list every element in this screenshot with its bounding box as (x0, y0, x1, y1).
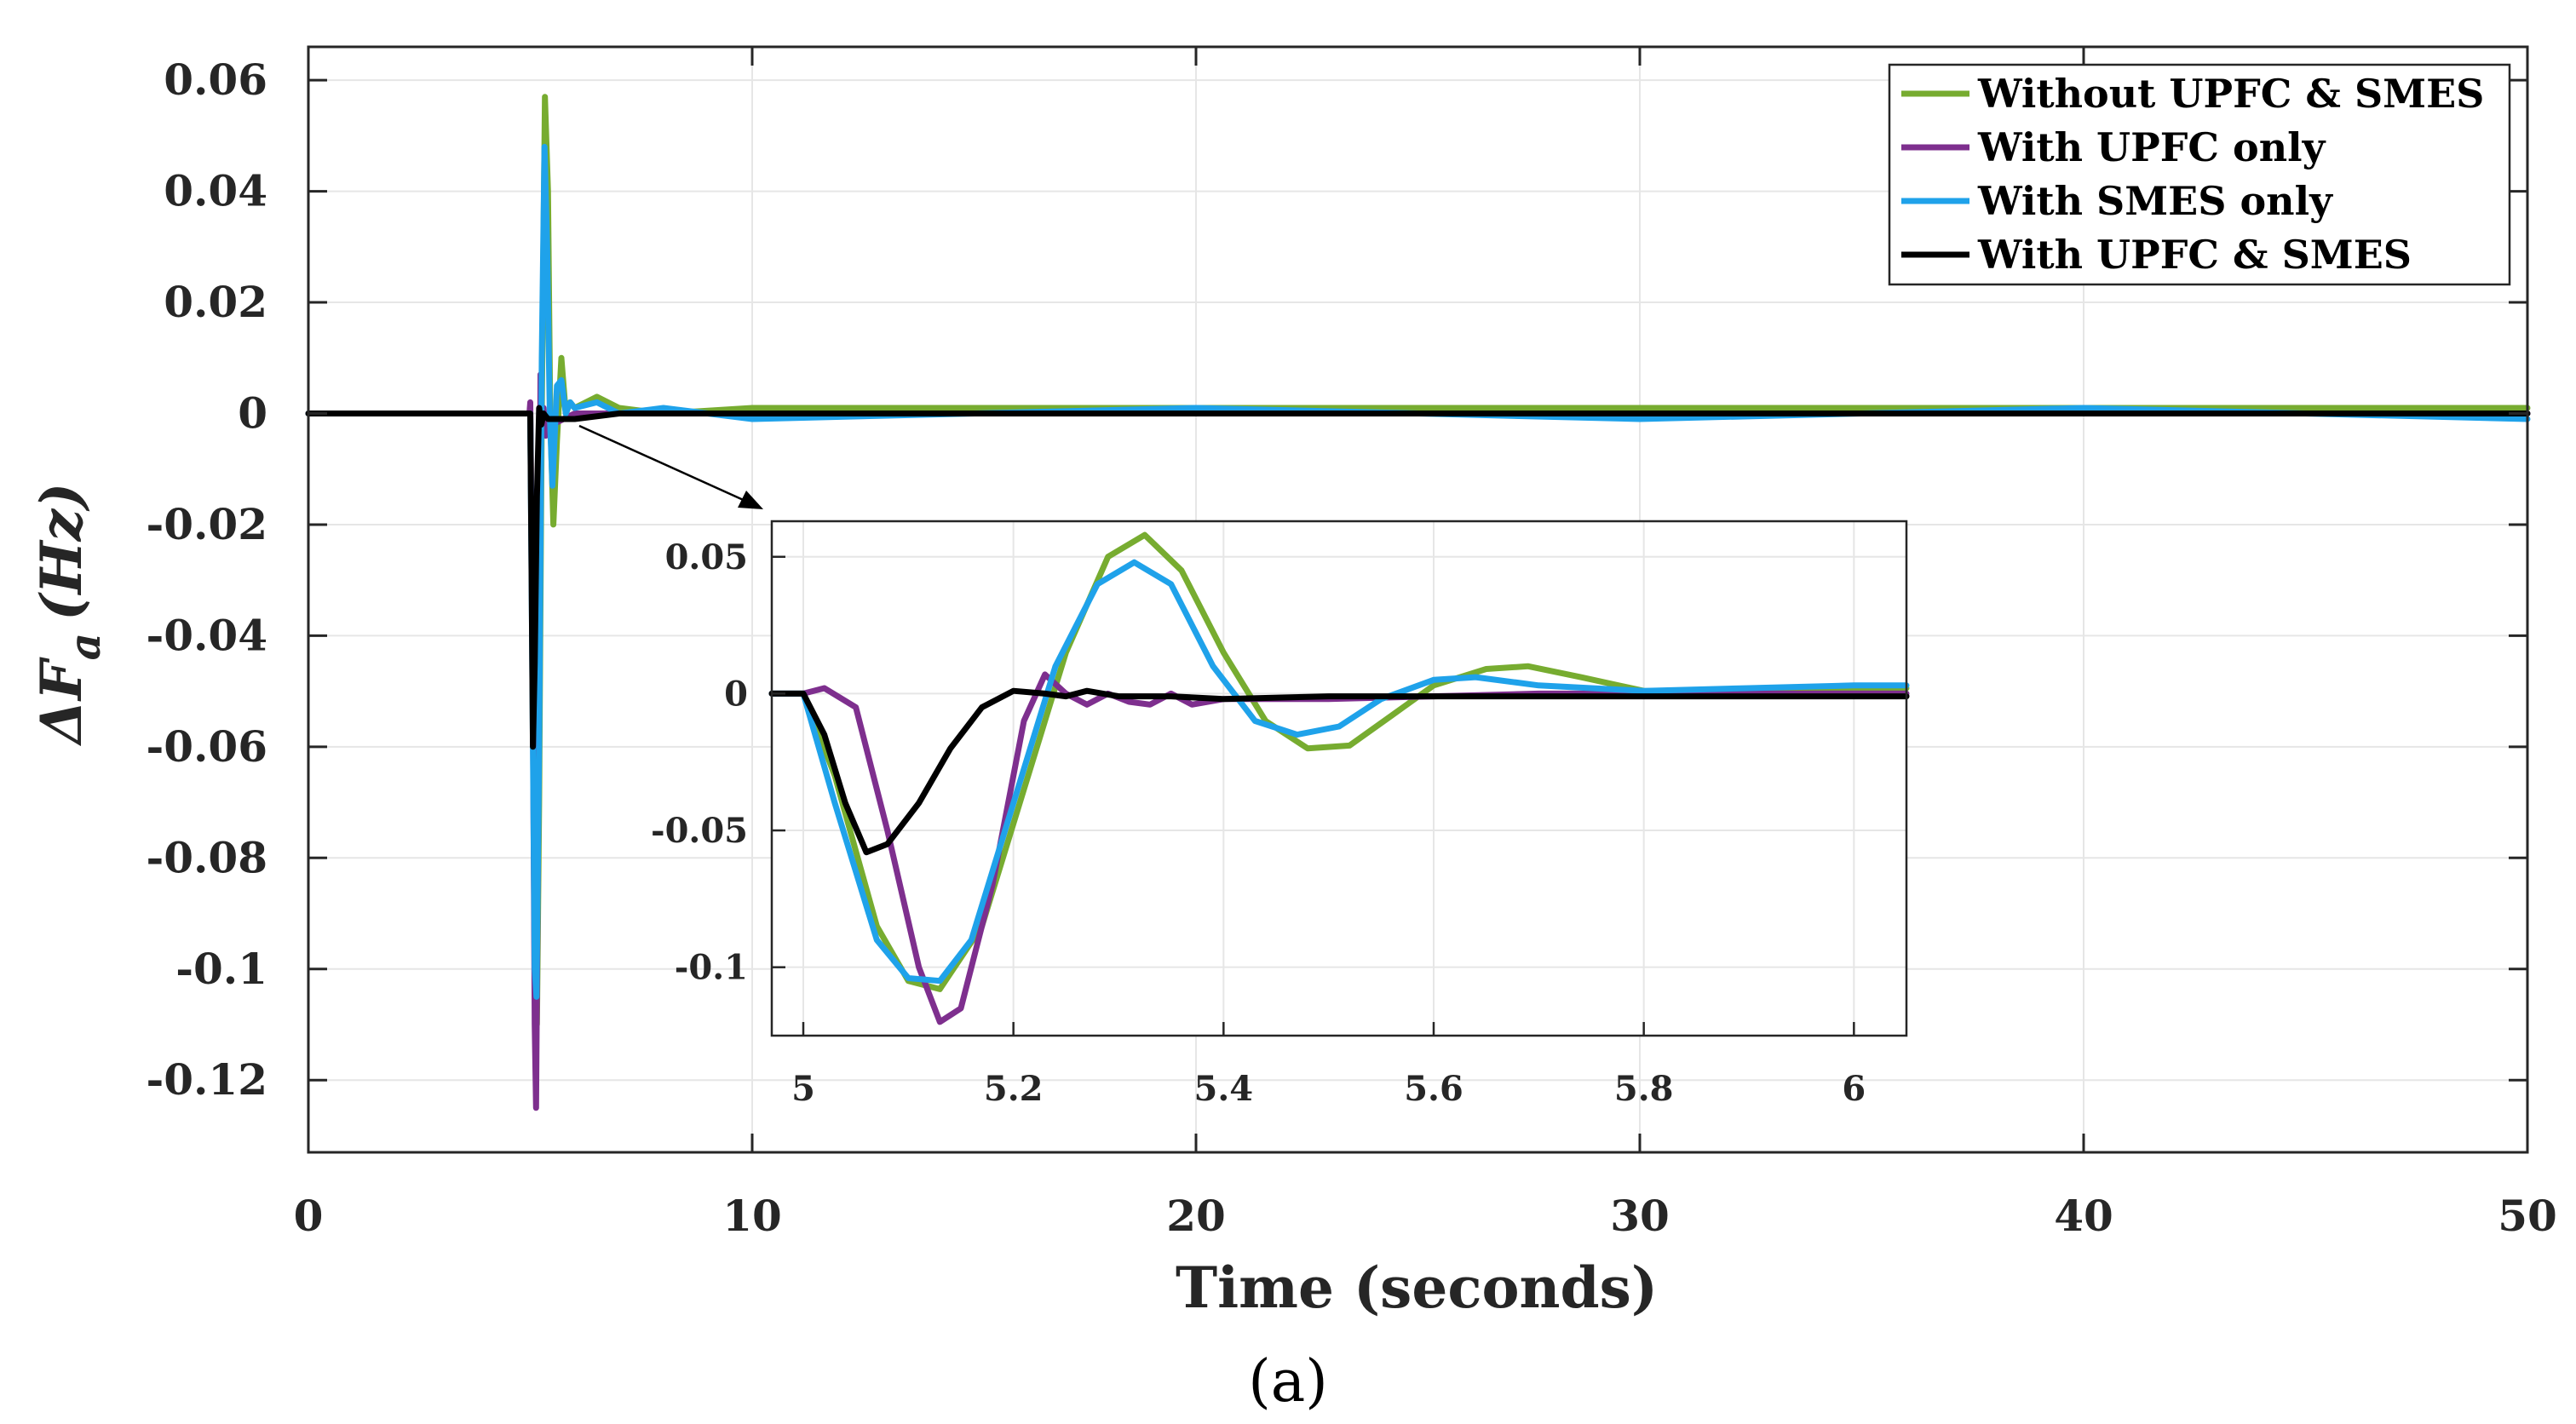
y-tick-label: 0.04 (164, 166, 267, 216)
y-tick-label: -0.04 (146, 610, 267, 660)
y-tick-label: -0.1 (175, 944, 267, 994)
x-tick-label: 0 (294, 1191, 324, 1241)
inset-y-tick-label: 0.05 (665, 537, 748, 577)
inset-series-line-with-upfc-smes (768, 687, 1910, 856)
x-tick-label: 40 (2054, 1191, 2113, 1241)
x-axis-title: Time (seconds) (1176, 1255, 1658, 1321)
series-line-with-upfc-smes (305, 405, 2531, 750)
y-axis-subscript: a (60, 633, 110, 660)
x-tick-label: 50 (2498, 1191, 2557, 1241)
inset-series-group (768, 531, 1910, 1025)
inset-y-tick-label: -0.05 (651, 811, 748, 851)
zoom-pointer-arrow (578, 424, 757, 508)
legend-label-with-smes-only: With SMES only (1977, 178, 2333, 224)
legend-label-with-upfc-smes: With UPFC & SMES (1977, 232, 2412, 278)
x-tick-label: 10 (722, 1191, 782, 1241)
inset-x-tick-label: 5.4 (1194, 1069, 1254, 1109)
zoom-pointer-arrowhead (738, 491, 763, 509)
x-tick-label: 20 (1166, 1191, 1226, 1241)
legend-box (1888, 63, 2511, 286)
y-axis-symbol: ΔF (28, 657, 95, 746)
inset-x-tick-label: 5.6 (1404, 1069, 1463, 1109)
y-tick-label: -0.06 (146, 721, 267, 772)
y-tick-label: 0 (238, 388, 267, 438)
inset-plot: 5 5.2 5.4 5.6 5.8 6 0.05 0 -0.05 -0.1 (651, 520, 1910, 1109)
y-tick-label: -0.02 (146, 499, 267, 549)
y-axis-title: ΔFa (Hz) (28, 483, 110, 747)
inset-plot-frame (770, 520, 1908, 1037)
y-tick-label: 0.06 (164, 55, 267, 105)
inset-x-tick-label: 5.8 (1614, 1069, 1674, 1109)
legend: Without UPFC & SMES With UPFC only With SM… (1888, 63, 2511, 286)
inset-x-tick-label: 6 (1842, 1069, 1866, 1109)
inset-background (772, 521, 1906, 1036)
main-plot-frame (307, 45, 2529, 1154)
y-tick-label: -0.12 (146, 1054, 267, 1105)
inset-x-tick-label: 5.2 (984, 1069, 1044, 1109)
y-axis-unit: (Hz) (28, 483, 95, 621)
legend-label-without-upfc-smes: Without UPFC & SMES (1977, 71, 2484, 117)
inset-series-line-with-smes-only (768, 559, 1910, 985)
inset-ticks: 5 5.2 5.4 5.6 5.8 6 0.05 0 -0.05 -0.1 (651, 537, 1866, 1109)
inset-y-tick-label: 0 (724, 674, 748, 714)
series-line-with-smes-only (305, 143, 2531, 1000)
y-tick-label: -0.08 (146, 832, 267, 882)
main-ticks: 0 10 20 30 40 500.060.040.020-0.02-0.04-0.06-… (146, 47, 2557, 1241)
main-series-group (305, 94, 2531, 1111)
x-tick-label: 30 (1610, 1191, 1670, 1241)
figure-caption: (a) (1248, 1348, 1328, 1415)
inset-y-tick-label: -0.1 (675, 948, 748, 988)
legend-label-with-upfc-only: With UPFC only (1977, 124, 2326, 170)
y-tick-label: 0.02 (164, 277, 267, 327)
inset-x-tick-label: 5 (791, 1069, 815, 1109)
